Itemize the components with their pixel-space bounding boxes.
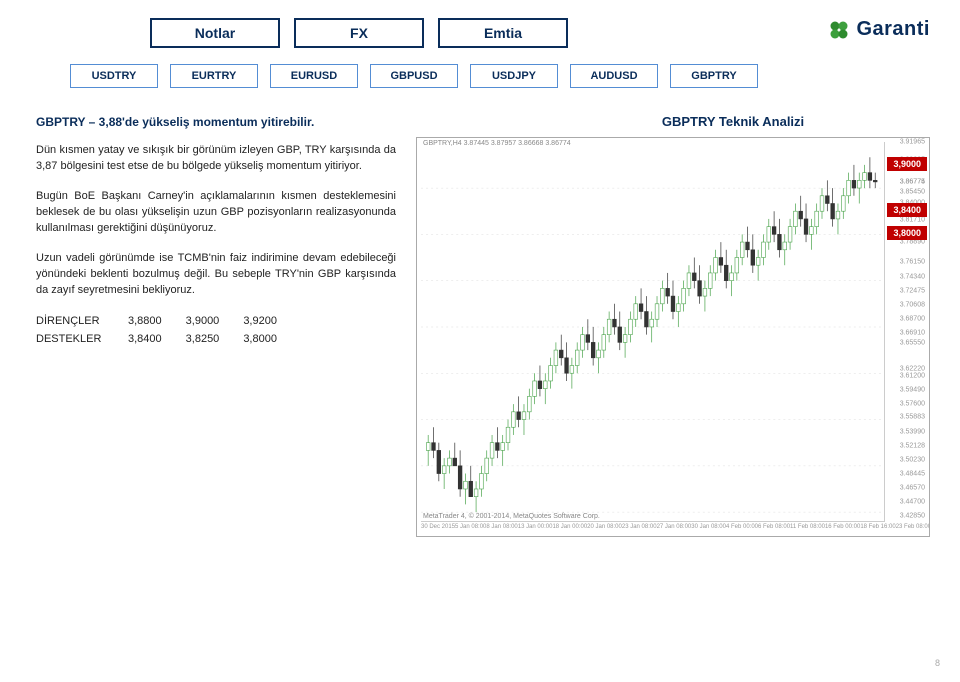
chart-title: GBPTRY Teknik Analizi <box>536 114 930 129</box>
page-number: 8 <box>935 658 940 668</box>
analysis-text: GBPTRY – 3,88'de yükseliş momentum yitir… <box>36 114 396 537</box>
headline: GBPTRY – 3,88'de yükseliş momentum yitir… <box>36 114 396 131</box>
nav-tabs: Notlar FX Emtia <box>150 18 568 48</box>
brand-name: Garanti <box>856 18 930 41</box>
pair-audusd[interactable]: AUDUSD <box>570 64 658 88</box>
chart-y-axis: 3.919653.896353.891403.867753.867743.854… <box>885 142 929 522</box>
chart-x-axis: 30 Dec 20155 Jan 08:008 Jan 08:0013 Jan … <box>421 522 885 536</box>
pair-gbptry[interactable]: GBPTRY <box>670 64 758 88</box>
paragraph-1: Dün kısmen yatay ve sıkışık bir görünüm … <box>36 143 396 175</box>
pair-gbpusd[interactable]: GBPUSD <box>370 64 458 88</box>
pair-usdtry[interactable]: USDTRY <box>70 64 158 88</box>
paragraph-2: Bugün BoE Başkanı Carney'in açıklamaları… <box>36 189 396 237</box>
levels-table: DİRENÇLER 3,8800 3,9000 3,9200 DESTEKLER… <box>36 313 396 349</box>
paragraph-3: Uzun vadeli görünümde ise TCMB'nin faiz … <box>36 251 396 299</box>
nav-tab-notlar[interactable]: Notlar <box>150 18 280 48</box>
chart-plot-area <box>421 142 885 522</box>
table-row: DİRENÇLER 3,8800 3,9000 3,9200 <box>36 313 301 331</box>
nav-tab-fx[interactable]: FX <box>294 18 424 48</box>
nav-tab-emtia[interactable]: Emtia <box>438 18 568 48</box>
chart-container: GBPTRY,H4 3.87445 3.87957 3.86668 3.8677… <box>416 137 930 537</box>
brand-logo: Garanti <box>828 18 930 41</box>
pair-eurusd[interactable]: EURUSD <box>270 64 358 88</box>
table-row: DESTEKLER 3,8400 3,8250 3,8000 <box>36 331 301 349</box>
clover-icon <box>828 19 850 41</box>
pair-tabs: USDTRY EURTRY EURUSD GBPUSD USDJPY AUDUS… <box>0 48 960 88</box>
pair-eurtry[interactable]: EURTRY <box>170 64 258 88</box>
pair-usdjpy[interactable]: USDJPY <box>470 64 558 88</box>
chart-bottom-label: MetaTrader 4, © 2001-2014, MetaQuotes So… <box>423 513 600 520</box>
